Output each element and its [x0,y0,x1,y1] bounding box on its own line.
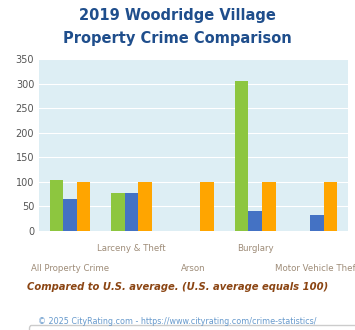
Legend: Woodridge Village, New York, National: Woodridge Village, New York, National [29,325,355,330]
Bar [125,193,138,231]
Bar [310,215,324,231]
Bar [324,182,337,231]
Bar [138,182,152,231]
Bar [200,182,214,231]
Bar [262,182,275,231]
Bar [248,212,262,231]
Bar [111,193,125,231]
Bar [50,180,63,231]
Text: 2019 Woodridge Village: 2019 Woodridge Village [79,8,276,23]
Text: Compared to U.S. average. (U.S. average equals 100): Compared to U.S. average. (U.S. average … [27,282,328,292]
Bar [77,182,90,231]
Text: Burglary: Burglary [237,244,274,253]
Bar [63,199,77,231]
Text: Arson: Arson [181,264,206,273]
Text: All Property Crime: All Property Crime [31,264,109,273]
Text: Motor Vehicle Theft: Motor Vehicle Theft [275,264,355,273]
Text: © 2025 CityRating.com - https://www.cityrating.com/crime-statistics/: © 2025 CityRating.com - https://www.city… [38,317,317,326]
Bar [235,82,248,231]
Text: Property Crime Comparison: Property Crime Comparison [63,31,292,46]
Text: Larceny & Theft: Larceny & Theft [97,244,166,253]
